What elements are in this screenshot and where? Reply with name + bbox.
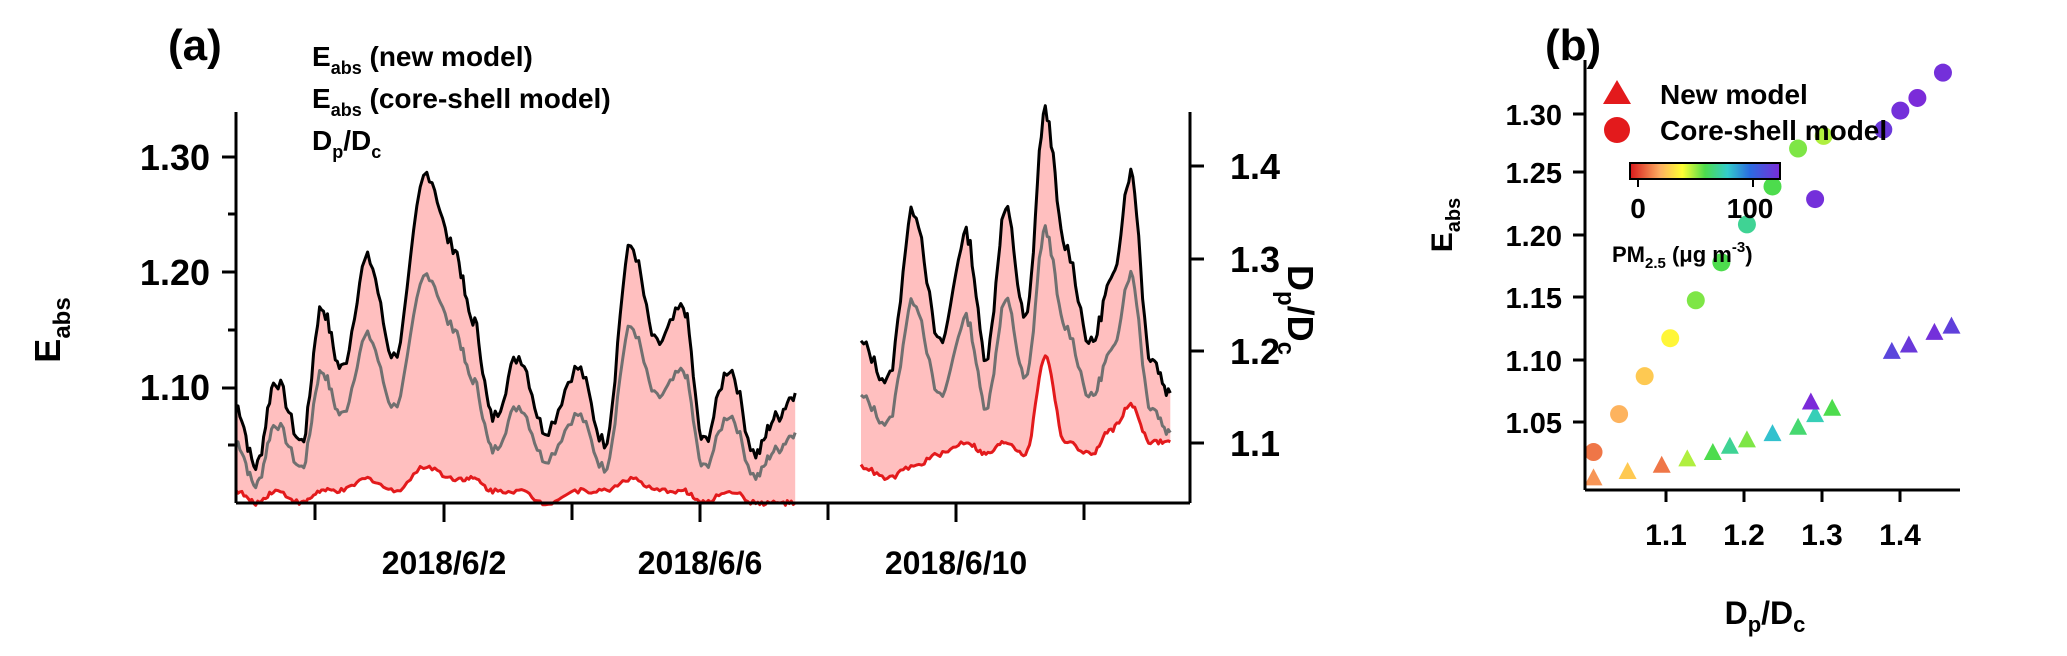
panel-a-y2ticks: 1.4 1.3 1.2 1.1 (1190, 146, 1280, 464)
colorbar-label: PM2.5 (μg m-3) (1612, 239, 1753, 272)
legend-b: New model Core-shell model (1603, 79, 1887, 146)
scatter-point-core-shell (1737, 215, 1756, 234)
scatter-point-new-model (1899, 335, 1918, 353)
scatter-point-core-shell (1814, 126, 1833, 145)
series-core-shell-line-1 (235, 170, 797, 471)
scatter-point-new-model (1882, 341, 1901, 359)
panel-b-plot-area (1584, 63, 1961, 486)
ytick-label: 1.30 (1506, 100, 1562, 132)
fill-area-2 (861, 105, 1171, 480)
panel-a-plot-area (234, 104, 1172, 507)
xtick-label: 2018/6/2 (382, 545, 507, 581)
panel-b-ylabel: Eabs (1426, 198, 1465, 252)
legend-new-model: Eabs (new model) (312, 41, 533, 78)
legend-a: Eabs (new model) Eabs (core-shell model)… (312, 41, 611, 162)
colorbar-tick-label: 0 (1630, 193, 1646, 224)
colorbar-tick-label: 100 (1727, 193, 1774, 224)
scatter-point-core-shell (1661, 329, 1680, 348)
scatter-point-core-shell (1908, 88, 1927, 107)
legend-dp-dc: Dp/Dc (312, 125, 381, 162)
legend-core-shell-label: Core-shell model (1660, 115, 1887, 146)
scatter-point-new-model (1823, 398, 1842, 416)
scatter-point-core-shell (1763, 177, 1782, 196)
scatter-point-core-shell (1686, 291, 1705, 310)
series-new-model-line-1 (234, 464, 797, 507)
scatter-point-new-model (1789, 417, 1808, 435)
legend-core-shell: Eabs (core-shell model) (312, 83, 611, 120)
scatter-point-core-shell (1610, 405, 1629, 424)
scatter-point-core-shell (1584, 443, 1603, 462)
panel-b-xlabel: Dp/Dc (1725, 595, 1806, 637)
ytick-label: 1.30 (140, 137, 210, 178)
y2tick-label: 1.3 (1230, 239, 1280, 280)
series-dp-dc-line-1 (235, 272, 797, 490)
xtick-label: 2018/6/10 (885, 545, 1027, 581)
scatter-point-new-model (1678, 449, 1697, 467)
ytick-label: 1.25 (1506, 158, 1562, 190)
scatter-point-new-model (1703, 443, 1722, 461)
series-dp-dc-line-2 (860, 224, 1172, 436)
xtick-label: 2018/6/6 (638, 545, 763, 581)
ytick-label: 1.10 (140, 367, 210, 408)
scatter-point-new-model (1720, 436, 1739, 454)
panel-b-xticks: 1.1 1.2 1.3 1.4 (1645, 490, 1921, 552)
ytick-label: 1.20 (1506, 221, 1562, 253)
panel-b: (b) Eabs Dp/Dc 1.05 1.10 1.15 1.20 1.25 … (1426, 21, 1961, 637)
scatter-point-new-model (1925, 322, 1944, 340)
panel-a-yticks: 1.30 1.20 1.10 (140, 137, 236, 447)
scatter-point-new-model (1942, 316, 1961, 334)
y2tick-label: 1.4 (1230, 146, 1280, 187)
scatter-point-core-shell (1635, 367, 1654, 386)
scatter-point-core-shell (1874, 120, 1893, 139)
ytick-label: 1.10 (1506, 346, 1562, 378)
colorbar-gradient (1629, 162, 1781, 180)
panel-b-yticks: 1.05 1.10 1.15 1.20 1.25 1.30 (1506, 100, 1585, 440)
panel-a-ylabel: Eabs (27, 297, 76, 362)
scatter-point-core-shell (1789, 139, 1808, 158)
ytick-label: 1.20 (140, 252, 210, 293)
series-core-shell-line-2 (859, 104, 1172, 397)
series-new-model-line-2 (859, 354, 1171, 481)
ytick-label: 1.15 (1506, 283, 1562, 315)
panel-a-y2label: Dp/Dc (1272, 265, 1321, 355)
legend-triangle-marker (1603, 80, 1631, 104)
panel-b-label: (b) (1545, 21, 1601, 70)
panel-a-label: (a) (168, 21, 222, 70)
scatter-point-new-model (1618, 462, 1637, 480)
xtick-label: 1.1 (1645, 519, 1687, 552)
scatter-point-new-model (1806, 405, 1825, 423)
xtick-label: 1.3 (1801, 519, 1843, 552)
panel-a-xticks: 2018/6/2 2018/6/6 2018/6/10 (313, 503, 1086, 581)
scatter-point-new-model (1737, 430, 1756, 448)
y2tick-label: 1.2 (1230, 331, 1280, 372)
scatter-point-new-model (1652, 455, 1671, 473)
y2tick-label: 1.1 (1230, 423, 1280, 464)
panel-a: (a) Eabs (new model) Eabs (core-shell mo… (27, 21, 1321, 581)
scatter-point-new-model (1584, 468, 1603, 486)
scatter-point-core-shell (1933, 63, 1952, 82)
ytick-label: 1.05 (1506, 408, 1562, 440)
scatter-point-core-shell (1712, 253, 1731, 272)
fill-area-1 (236, 172, 796, 506)
scatter-point-core-shell (1806, 190, 1825, 209)
xtick-label: 1.4 (1879, 519, 1921, 552)
xtick-label: 1.2 (1723, 519, 1765, 552)
legend-new-model-label: New model (1660, 79, 1808, 110)
scatter-point-new-model (1763, 424, 1782, 442)
scatter-point-core-shell (1891, 101, 1910, 120)
colorbar: 0 100 PM2.5 (μg m-3) (1612, 162, 1781, 272)
scatter-point-new-model (1801, 392, 1820, 410)
legend-circle-marker (1604, 117, 1630, 143)
